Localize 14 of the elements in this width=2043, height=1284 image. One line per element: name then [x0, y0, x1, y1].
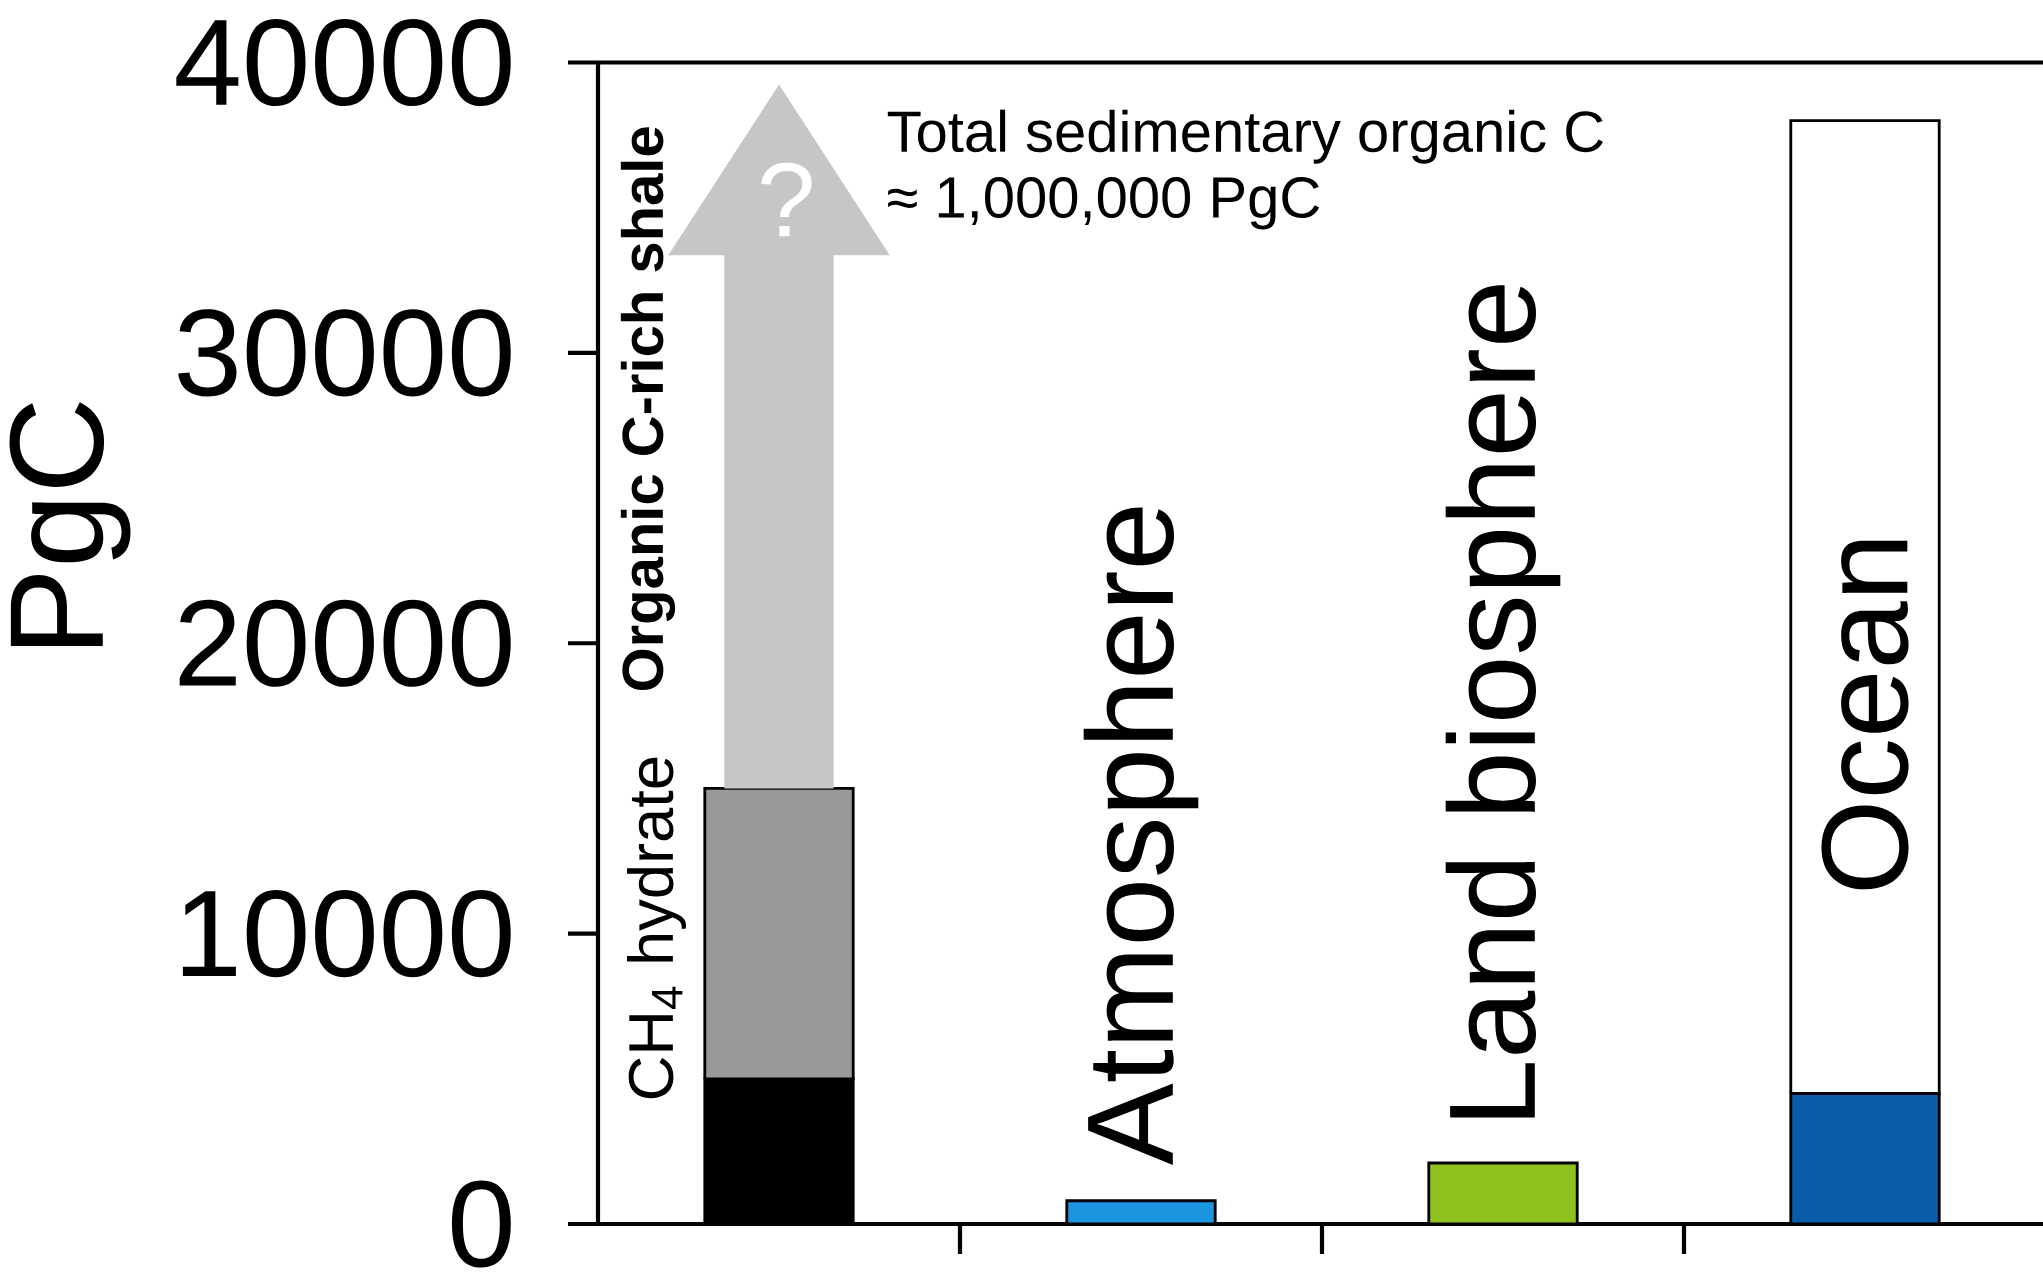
annotation: ≈ 1,000,000 PgC [888, 177, 1320, 230]
y-tick-label: 20000 [179, 599, 511, 687]
y-tick-label: 10000 [182, 890, 511, 978]
y-tick-label: 30000 [178, 309, 511, 397]
y-tick-label: 40000 [176, 18, 511, 107]
annotation: ? [761, 162, 812, 237]
annotation: Total sedimentary organic C [887, 109, 1603, 164]
y-tick-label: 0 [451, 1180, 511, 1268]
x-tick-label: CH$_{4}$ hydrate [627, 757, 686, 1099]
x-tick-label: Ocean [1821, 540, 1909, 890]
y-axis-title: PgC [9, 402, 131, 647]
x-tick-label: Land biosphere [1445, 285, 1561, 1118]
x-tick-label: Atmosphere [1083, 507, 1199, 1165]
annotation: Organic C-rich shale [620, 127, 676, 691]
